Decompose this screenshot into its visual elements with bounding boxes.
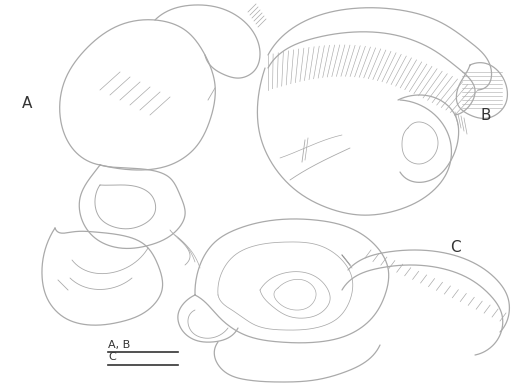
Text: A: A	[22, 96, 32, 111]
Text: C: C	[450, 240, 460, 255]
Text: C: C	[108, 352, 116, 362]
Text: A, B: A, B	[108, 340, 130, 350]
Text: B: B	[480, 108, 491, 123]
